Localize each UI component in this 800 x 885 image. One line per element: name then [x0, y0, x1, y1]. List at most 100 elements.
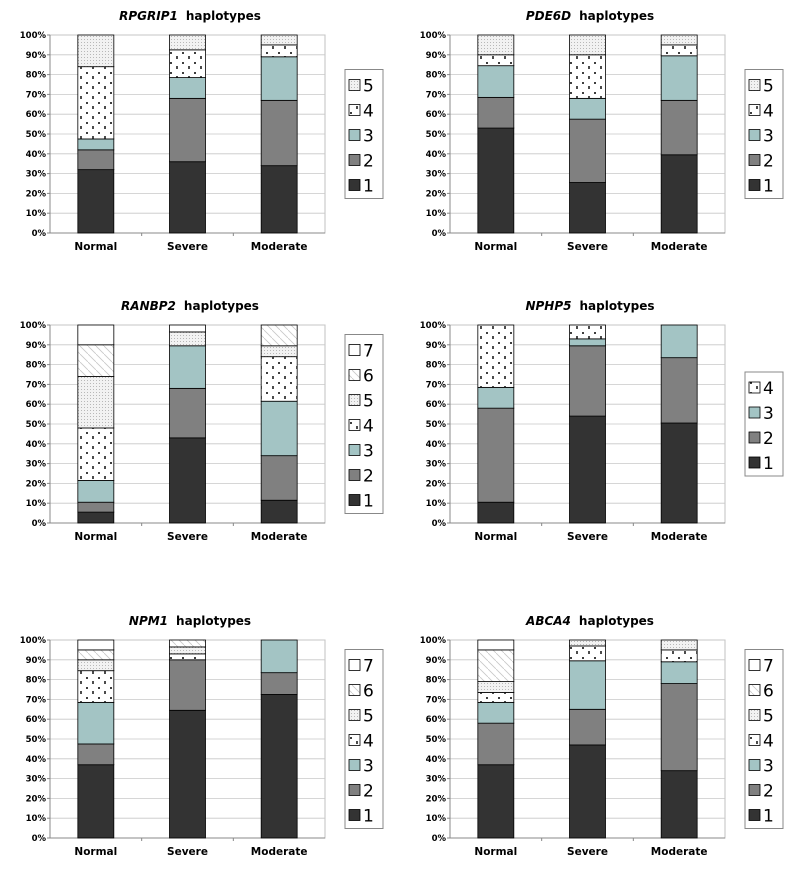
legend-swatch-haplotype-1 — [348, 179, 361, 191]
legend-label: 1 — [363, 492, 374, 512]
y-tick-label: 100% — [420, 321, 447, 331]
bar-segment-normal-haplotype-3 — [77, 480, 115, 503]
bar-segment-moderate-haplotype-3 — [660, 324, 698, 359]
bar-segment-normal-haplotype-5 — [77, 376, 115, 429]
y-tick-label: 60% — [426, 400, 447, 410]
bar-segment-normal-haplotype-6 — [77, 344, 115, 377]
title-gene: PDE6D — [526, 9, 571, 23]
y-tick-label: 100% — [20, 321, 47, 331]
y-tick-label: 20% — [26, 189, 47, 199]
y-tick-label: 60% — [426, 110, 447, 120]
legend-swatch-haplotype-4 — [348, 104, 361, 116]
y-tick-label: 40% — [426, 755, 447, 765]
y-tick-label: 80% — [26, 361, 47, 371]
title-gene: RANBP2 — [121, 299, 176, 313]
bar-segment-moderate-haplotype-2 — [660, 357, 698, 424]
x-category-label: Severe — [167, 531, 208, 543]
bar-segment-moderate-haplotype-3 — [260, 56, 298, 101]
bar-segment-normal-haplotype-1 — [77, 511, 115, 524]
legend-label: 1 — [763, 454, 774, 474]
bar-segment-severe-haplotype-2 — [169, 659, 206, 711]
bar-segment-moderate-haplotype-1 — [660, 154, 698, 234]
bar-segment-severe-haplotype-3 — [569, 338, 606, 347]
y-tick-label: 30% — [426, 170, 447, 180]
legend-label: 1 — [363, 177, 374, 197]
title-suffix: haplotypes — [579, 9, 654, 23]
legend-label: 2 — [763, 782, 774, 802]
bar-segment-normal-haplotype-6 — [477, 649, 515, 682]
bar-segment-moderate-haplotype-2 — [260, 672, 298, 695]
bar-segment-moderate-haplotype-4 — [660, 44, 698, 57]
bar-segment-normal-haplotype-3 — [77, 701, 115, 745]
legend-label: 7 — [763, 657, 774, 677]
legend-swatch-haplotype-1 — [348, 494, 361, 506]
legend-swatch-haplotype-3 — [348, 759, 361, 771]
legend-swatch-haplotype-3 — [748, 406, 761, 419]
y-tick-label: 80% — [26, 676, 47, 686]
bar-segment-normal-haplotype-2 — [477, 722, 515, 766]
x-category-label: Severe — [167, 846, 208, 858]
bar-segment-moderate-haplotype-2 — [260, 99, 298, 167]
y-tick-label: 60% — [26, 715, 47, 725]
legend-swatch-haplotype-7 — [348, 344, 361, 356]
bar-segment-normal-haplotype-5 — [477, 34, 515, 56]
bar-segment-moderate-haplotype-2 — [660, 683, 698, 772]
legend-swatch-haplotype-4 — [748, 734, 761, 746]
stacked-bar-chart-abca4: ABCA4 haplotypes 0% 10% 20% 30% 40% 50% 60% 70% 80… — [420, 614, 784, 858]
bar-segment-moderate-haplotype-3 — [660, 661, 698, 684]
y-tick-label: 80% — [426, 676, 447, 686]
bar-segment-moderate-haplotype-2 — [660, 99, 698, 156]
bar-segment-normal-haplotype-3 — [477, 386, 515, 409]
y-tick-label: 20% — [426, 479, 447, 489]
legend-label: 5 — [763, 707, 774, 727]
y-tick-label: 90% — [426, 341, 447, 351]
legend-swatch-haplotype-1 — [348, 809, 361, 821]
legend-label: 4 — [763, 379, 774, 399]
bar-segment-moderate-haplotype-3 — [660, 55, 698, 101]
bar-segment-severe-haplotype-7 — [169, 324, 206, 333]
legend-label: 4 — [363, 732, 374, 752]
title-suffix: haplotypes — [579, 614, 654, 628]
title-gene: RPGRIP1 — [119, 9, 178, 23]
y-tick-label: 0% — [432, 834, 447, 844]
legend-label: 4 — [363, 102, 374, 122]
legend-label: 5 — [363, 392, 374, 412]
x-category-label: Severe — [567, 241, 608, 253]
y-tick-label: 10% — [26, 814, 47, 824]
y-tick-label: 80% — [426, 71, 447, 81]
bar-segment-severe-haplotype-2 — [169, 387, 206, 439]
y-tick-label: 20% — [426, 189, 447, 199]
x-category-label: Normal — [474, 846, 517, 858]
stacked-bar-chart-nphp5: NPHP5 haplotypes 0% 10% 20% 30% 40% 50% 60% 70% 80… — [420, 299, 784, 543]
bar-segment-normal-haplotype-2 — [477, 407, 515, 503]
legend-swatch-haplotype-4 — [348, 419, 361, 431]
x-category-label: Moderate — [251, 846, 308, 858]
y-tick-label: 70% — [426, 380, 447, 390]
bar-segment-severe-haplotype-2 — [569, 118, 606, 183]
bar-segment-severe-haplotype-3 — [169, 77, 206, 99]
y-tick-label: 0% — [432, 229, 447, 239]
legend-label: 3 — [763, 404, 774, 424]
chart-title: PDE6D haplotypes — [526, 9, 654, 23]
bar-segment-severe-haplotype-1 — [169, 161, 206, 234]
bar-segment-severe-haplotype-1 — [569, 415, 606, 524]
y-tick-label: 20% — [26, 794, 47, 804]
y-tick-label: 100% — [20, 636, 47, 646]
y-tick-label: 30% — [26, 170, 47, 180]
y-tick-label: 60% — [426, 715, 447, 725]
x-category-label: Normal — [474, 531, 517, 543]
bar-segment-normal-haplotype-1 — [477, 127, 515, 234]
bar-segment-normal-haplotype-1 — [77, 764, 115, 839]
bar-segment-severe-haplotype-5 — [169, 646, 206, 655]
legend-label: 3 — [363, 442, 374, 462]
x-category-label: Normal — [74, 846, 117, 858]
legend-label: 2 — [363, 152, 374, 172]
title-suffix: haplotypes — [186, 9, 261, 23]
bar-segment-severe-haplotype-5 — [569, 34, 606, 56]
legend-label: 1 — [363, 807, 374, 827]
bar-segment-normal-haplotype-3 — [477, 701, 515, 724]
bar-segment-normal-haplotype-4 — [77, 66, 115, 140]
legend-label: 5 — [363, 77, 374, 97]
x-category-label: Moderate — [651, 241, 708, 253]
bar-segment-moderate-haplotype-1 — [260, 694, 298, 839]
